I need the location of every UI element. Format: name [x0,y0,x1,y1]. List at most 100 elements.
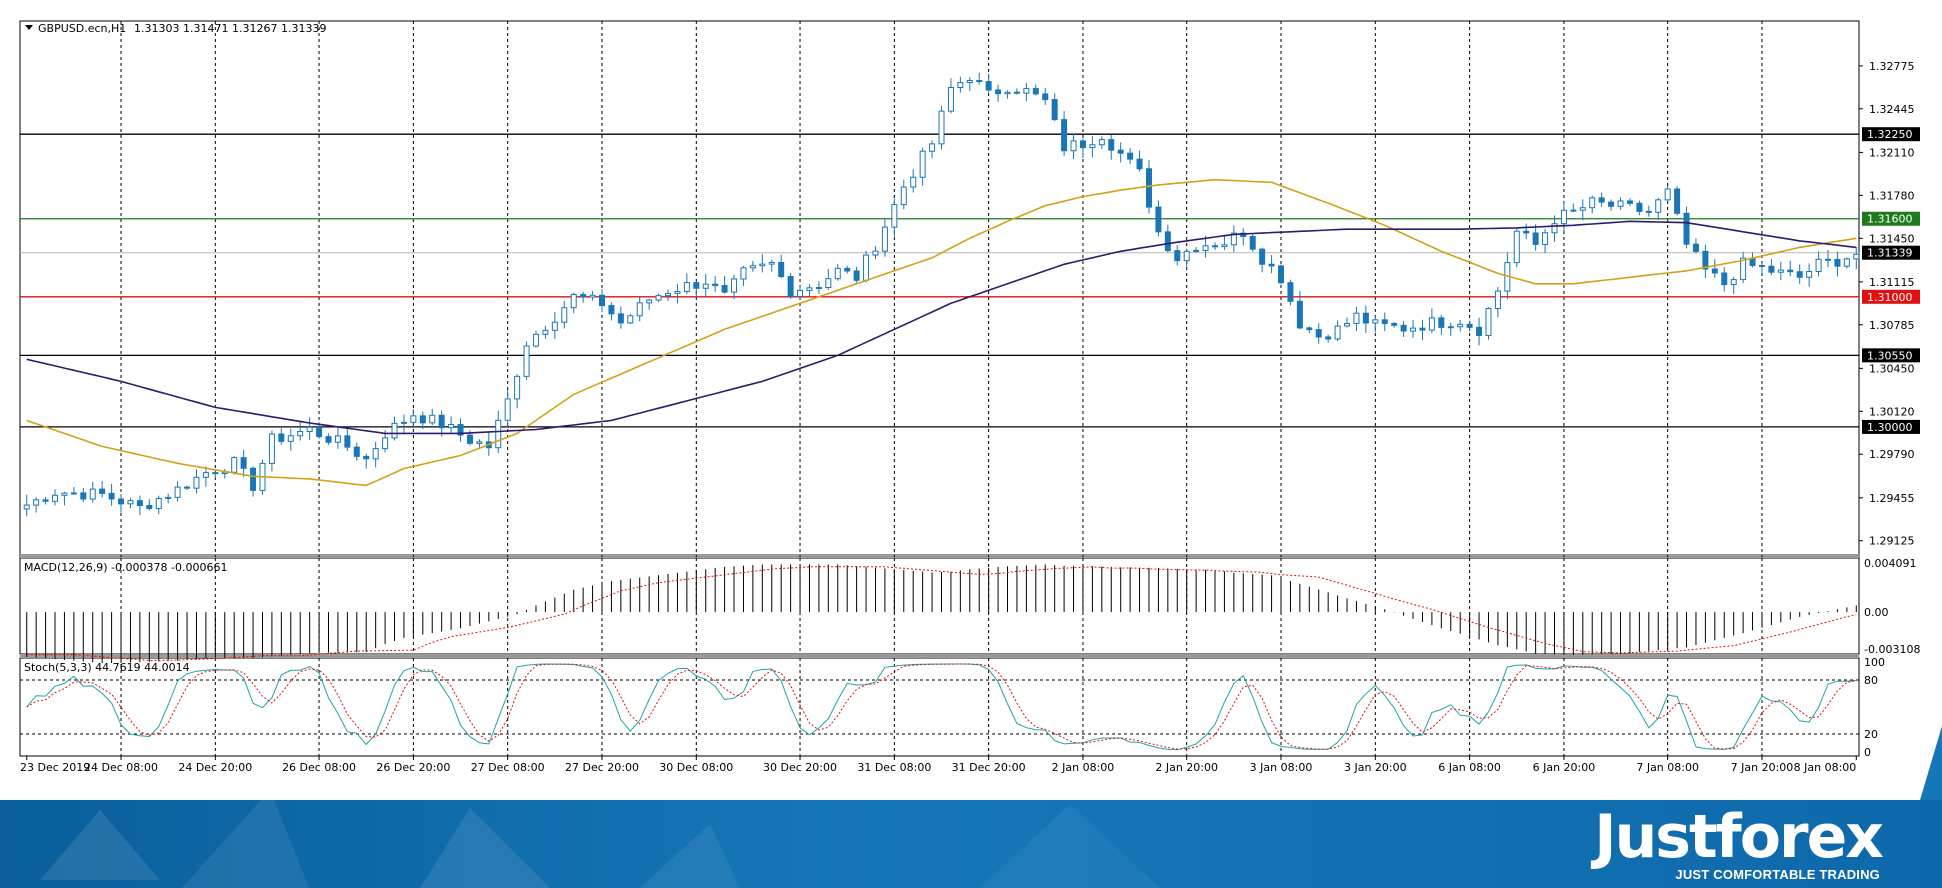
time-tick-label: 6 Jan 20:00 [1533,761,1596,774]
candle-body [1664,188,1671,201]
candle-body [1136,158,1143,170]
candle-body [1834,258,1841,267]
candle-body [212,472,219,475]
candle-body [1325,336,1332,340]
candle-body [1570,209,1577,212]
candle-body [797,289,804,297]
candle-body [448,424,455,429]
candle-body [410,415,417,423]
stoch-tick-label: 100 [1864,656,1885,669]
candle-body [1824,258,1831,261]
candle-body [1740,257,1747,281]
candle-body [1542,232,1549,245]
candle-body [985,81,992,91]
candle-body [617,313,624,324]
candle-body [815,287,822,290]
candle-body [1259,248,1266,265]
candle-body [70,492,77,495]
time-tick-label: 2 Jan 08:00 [1052,761,1115,774]
candle-body [1447,326,1454,329]
candle-body [287,435,294,442]
candle-body [1249,235,1256,250]
time-tick-label: 24 Dec 08:00 [84,761,158,774]
dropdown-arrow-icon[interactable] [25,25,33,30]
time-tick-label: 30 Dec 20:00 [763,761,837,774]
candle-body [1410,327,1417,332]
decorative-shape [180,800,310,888]
candle-body [1164,231,1171,252]
candle-body [1098,139,1105,146]
candle-body [353,446,360,457]
grid-lines [120,21,1763,756]
candle-body [1032,88,1039,95]
candle-body [1626,200,1633,204]
candle-body [891,204,898,228]
stoch-tick-label: 0 [1864,746,1871,759]
candle-body [165,496,172,499]
candle-body [919,150,926,178]
candle-body [1513,230,1520,264]
macd-panel [19,557,1860,655]
candle-body [665,292,672,297]
time-tick-label: 3 Jan 08:00 [1250,761,1313,774]
candle-body [514,375,521,400]
candle-body [400,421,407,424]
level-price-tag [1862,289,1920,304]
candle-body [1787,269,1794,273]
time-tick-label: 8 Jan 08:00 [1794,761,1857,774]
level-price-label: 1.30550 [1867,349,1913,362]
candle-body [881,226,888,252]
candle-body [636,302,643,317]
price-tick-label: 1.30450 [1869,362,1915,375]
time-tick-label: 27 Dec 20:00 [565,761,639,774]
candle-body [844,267,851,272]
candle-body [863,254,870,281]
decorative-shape [420,808,550,888]
candle-body [419,415,426,424]
candle-body [363,455,370,460]
candle-body [1296,300,1303,329]
candle-body [1315,329,1322,338]
price-tick-label: 1.29125 [1869,535,1915,548]
main-panel [19,20,1860,558]
candle-body [89,488,96,500]
candle-body [1353,312,1360,324]
candle-body [957,82,964,89]
candle-body [372,448,379,460]
candle-body [966,80,973,84]
decorative-corner [1920,726,1942,800]
candle-body [306,426,313,432]
decorative-shape [980,804,1160,888]
candle-body [1645,210,1652,213]
time-tick-label: 7 Jan 08:00 [1636,761,1699,774]
candle-body [1476,326,1483,336]
candle-body [42,499,49,502]
candle-body [825,278,832,289]
candle-body [1796,271,1803,278]
candle-body [1730,279,1737,286]
candle-body [1598,197,1605,203]
candle-body [80,492,87,500]
candle-body [438,414,445,429]
candle-body [608,305,615,315]
candle-body [1400,324,1407,332]
candle-body [1466,323,1473,328]
candle-body [910,176,917,188]
brand-logo: Justforex JUST COMFORTABLE TRADING [1562,800,1884,888]
decorative-shape [640,824,740,888]
macd-tick-label: -0.003108 [1864,643,1920,656]
time-tick-label: 26 Dec 20:00 [376,761,450,774]
ohlc-readout: 1.31303 1.31471 1.31267 1.31339 [134,22,326,35]
candle-body [532,333,539,347]
stoch-tick-label: 20 [1864,728,1878,741]
time-tick-label: 26 Dec 08:00 [282,761,356,774]
candle-body [429,414,436,424]
candle-body [740,267,747,280]
candle-body [683,282,690,292]
candle-body [806,287,813,291]
candle-body [768,261,775,265]
candle-body [1711,268,1718,274]
candle-body [1806,271,1813,278]
price-axis: 1.32775 1.32445 1.32110 1.31780 1.31450 1.311… [1859,60,1920,759]
